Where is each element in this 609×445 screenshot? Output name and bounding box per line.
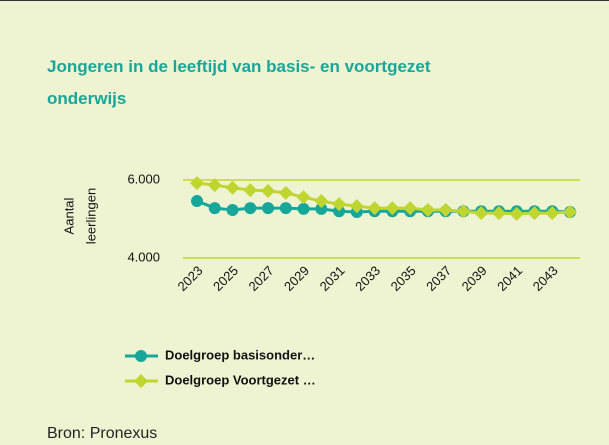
y-axis-label: Aantal: [61, 197, 76, 234]
data-point: [225, 180, 240, 195]
y-tick-label: 6.000: [127, 171, 160, 186]
x-tick-label: 2025: [210, 263, 241, 294]
data-point: [349, 199, 364, 214]
data-point: [261, 183, 276, 198]
data-point: [207, 178, 222, 193]
legend-marker: [135, 350, 147, 362]
data-point: [243, 183, 258, 198]
x-tick-label: 2035: [388, 263, 419, 294]
chart-title: Jongeren in de leeftijd van basis- en vo…: [47, 57, 431, 108]
series-line: [196, 181, 571, 216]
data-point: [456, 204, 471, 219]
x-tick-label: 2029: [281, 263, 312, 294]
data-point: [315, 202, 328, 215]
data-point: [527, 206, 542, 221]
x-tick-label: 2041: [494, 263, 525, 294]
data-point: [420, 203, 435, 218]
x-tick-label: 2031: [317, 263, 348, 294]
data-point: [208, 202, 221, 215]
chart: Aantal leerlingen 4.000 6.000 2023 2025 2027…: [61, 171, 580, 388]
x-tick-label: 2037: [423, 263, 454, 294]
data-point: [403, 201, 418, 216]
data-point: [262, 202, 275, 215]
data-point: [509, 206, 524, 221]
data-point: [296, 190, 311, 205]
legend-marker: [134, 374, 148, 388]
data-point: [474, 206, 489, 221]
data-point: [563, 204, 577, 219]
data-point: [190, 176, 204, 191]
series-line: [196, 199, 571, 214]
legend-label: Doelgroep Voortgezet …: [165, 372, 316, 387]
y-axis-label: leerlingen: [83, 188, 98, 244]
data-point: [491, 206, 506, 221]
data-point: [332, 197, 347, 212]
data-point: [545, 206, 560, 221]
data-point: [333, 205, 346, 218]
x-tick-label: 2023: [174, 263, 205, 294]
x-tick-label: 2043: [530, 263, 561, 294]
x-tick-label: 2033: [352, 263, 383, 294]
x-tick-label: 2027: [246, 263, 277, 294]
legend-label: Doelgroep basisonder…: [165, 347, 315, 362]
x-tick-label: 2039: [459, 263, 490, 294]
data-point: [314, 194, 329, 209]
data-point: [438, 203, 453, 218]
source: Bron: Pronexus: [47, 425, 158, 442]
data-point: [297, 202, 310, 215]
data-point: [279, 202, 292, 215]
data-point: [226, 204, 239, 217]
data-point: [385, 201, 400, 216]
data-point: [244, 202, 257, 215]
data-point: [278, 185, 293, 200]
data-point: [191, 195, 203, 208]
data-point: [367, 201, 382, 216]
y-tick-label: 4.000: [127, 249, 160, 264]
